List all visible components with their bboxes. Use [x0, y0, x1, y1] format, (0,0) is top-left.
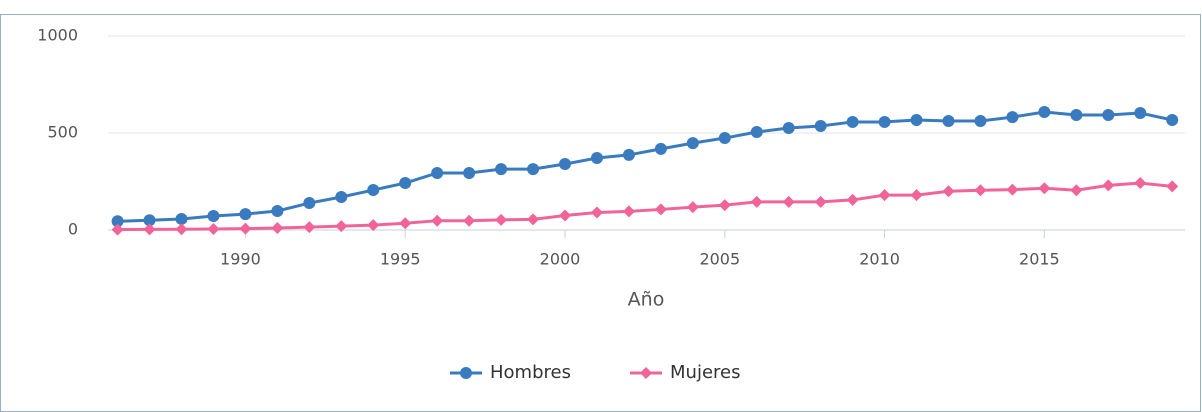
- x-tick-label: 2010: [859, 250, 900, 269]
- point: [878, 189, 891, 202]
- point: [814, 120, 827, 133]
- point: [527, 213, 540, 226]
- point: [590, 152, 603, 165]
- point: [750, 195, 763, 208]
- y-tick-label: 1000: [37, 26, 78, 45]
- legend-label: Mujeres: [670, 362, 740, 383]
- point: [175, 223, 188, 236]
- point: [686, 137, 699, 150]
- point: [239, 222, 252, 235]
- point: [718, 199, 731, 212]
- legend-marker: [640, 367, 652, 379]
- y-tick-label: 500: [47, 123, 78, 142]
- x-tick-label: 1995: [380, 250, 421, 269]
- point: [942, 114, 955, 127]
- x-tick-label: 2000: [540, 250, 581, 269]
- point: [495, 213, 508, 226]
- point: [335, 220, 348, 233]
- point: [367, 219, 380, 232]
- point: [1006, 111, 1019, 124]
- point: [271, 204, 284, 217]
- point: [910, 114, 923, 127]
- x-tick-label: 2015: [1019, 250, 1060, 269]
- point: [239, 208, 252, 221]
- point: [878, 115, 891, 128]
- point: [686, 201, 699, 214]
- point: [399, 217, 412, 230]
- point: [1006, 183, 1019, 196]
- point: [1038, 182, 1051, 195]
- point: [1070, 108, 1083, 121]
- point: [303, 197, 316, 210]
- point: [111, 215, 124, 228]
- point: [1038, 106, 1051, 119]
- x-tick-label: 2005: [699, 250, 740, 269]
- legend-marker: [460, 367, 472, 379]
- point: [463, 214, 476, 227]
- point: [303, 221, 316, 234]
- point: [463, 166, 476, 179]
- legend-label: Hombres: [490, 362, 571, 383]
- point: [750, 126, 763, 139]
- point: [527, 163, 540, 176]
- point: [431, 214, 444, 227]
- point: [718, 132, 731, 145]
- point: [431, 166, 444, 179]
- point: [622, 205, 635, 218]
- series-line: [117, 181, 1173, 232]
- point: [974, 114, 987, 127]
- point: [654, 203, 667, 216]
- point: [367, 184, 380, 197]
- point: [782, 195, 795, 208]
- y-tick-label: 0: [68, 220, 78, 239]
- point: [1102, 179, 1115, 192]
- point: [1134, 177, 1147, 190]
- point: [910, 189, 923, 202]
- x-tick-label: 1990: [220, 250, 261, 269]
- point: [559, 158, 572, 171]
- point: [622, 148, 635, 161]
- point: [590, 206, 603, 219]
- point: [559, 209, 572, 222]
- point: [814, 195, 827, 208]
- x-axis-label: Año: [628, 289, 665, 311]
- series-line: [117, 110, 1173, 223]
- point: [399, 177, 412, 190]
- point: [782, 121, 795, 134]
- point: [1166, 114, 1179, 127]
- point: [335, 191, 348, 204]
- point: [942, 185, 955, 198]
- point: [111, 223, 124, 236]
- point: [1070, 184, 1083, 197]
- point: [1102, 108, 1115, 121]
- point: [143, 223, 156, 236]
- point: [271, 222, 284, 235]
- point: [1166, 180, 1179, 193]
- point: [175, 212, 188, 225]
- point: [207, 210, 220, 223]
- point: [846, 193, 859, 206]
- point: [495, 163, 508, 176]
- point: [143, 214, 156, 227]
- point: [207, 223, 220, 236]
- point: [846, 115, 859, 128]
- point: [654, 142, 667, 155]
- point: [1134, 107, 1147, 120]
- point: [974, 184, 987, 197]
